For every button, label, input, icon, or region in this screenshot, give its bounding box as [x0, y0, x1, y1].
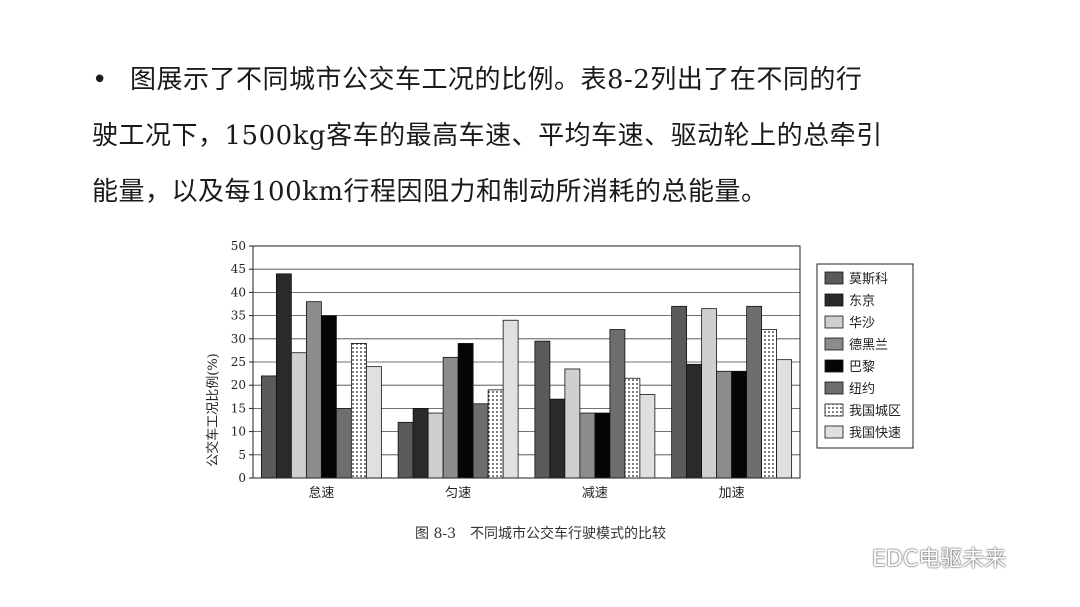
legend-label: 巴黎 — [849, 360, 875, 375]
bar-chart-svg: 0 5 10 15 20 25 30 35 40 45 50 怠速 匀速 减速 加速 莫斯科东京华沙德黑兰巴… — [205, 239, 914, 542]
y-tick-label: 15 — [231, 401, 246, 415]
legend-swatch — [824, 381, 844, 395]
y-tick-label: 35 — [231, 309, 246, 323]
x-tick-label: 加速 — [719, 486, 745, 501]
intro-paragraph: • 图展示了不同城市公交车工况的比例。表8-2列出了在不同的行 驶工况下，150… — [92, 52, 1012, 220]
y-tick-label: 25 — [231, 355, 246, 369]
bar — [549, 398, 566, 479]
axes: 0 5 10 15 20 25 30 35 40 45 50 怠速 匀速 减速 加速 — [231, 239, 801, 501]
y-tick-label: 10 — [231, 425, 246, 439]
bar — [761, 329, 778, 479]
bar — [639, 394, 656, 479]
bar — [579, 412, 596, 479]
bar — [671, 305, 688, 479]
bar — [731, 370, 748, 479]
bar — [275, 273, 292, 479]
bar — [427, 412, 444, 479]
bar — [624, 377, 641, 479]
legend-swatch — [824, 293, 844, 307]
bar-chart: 0 5 10 15 20 25 30 35 40 45 50 怠速 匀速 减速 加速 莫斯科东京华沙德黑兰巴… — [195, 230, 925, 550]
bars — [260, 273, 793, 479]
legend-label: 我国快速 — [849, 426, 901, 441]
bar — [290, 352, 307, 479]
intro-line-3: 能量，以及每100km行程因阻力和制动所消耗的总能量。 — [92, 177, 768, 207]
x-tick-label: 怠速 — [308, 485, 334, 501]
y-tick-label: 40 — [231, 285, 246, 299]
intro-line-2: 驶工况下，1500kg客车的最高车速、平均车速、驱动轮上的总牵引 — [92, 121, 883, 151]
watermark-text: EDC电驱未来 — [872, 547, 1007, 572]
legend-label: 德黑兰 — [849, 338, 888, 353]
intro-line-1-text: 图展示了不同城市公交车工况的比例。表8-2列出了在不同的行 — [130, 65, 863, 95]
bar — [320, 315, 337, 479]
x-tick-label: 减速 — [582, 486, 608, 501]
y-axis-label: 公交车工况比例(%) — [205, 353, 221, 467]
bar — [746, 305, 763, 479]
bar — [350, 343, 367, 479]
legend-label: 莫斯科 — [849, 272, 888, 287]
bar — [564, 368, 581, 479]
watermark: EDC电驱未来 — [836, 540, 1006, 574]
bar — [397, 421, 414, 479]
bar — [335, 407, 352, 479]
bar — [457, 343, 474, 479]
legend-swatch — [824, 315, 844, 329]
wechat-icon — [836, 545, 865, 568]
bar — [776, 359, 793, 479]
bar — [534, 340, 551, 479]
y-tick-label: 30 — [231, 332, 246, 346]
legend-swatch — [824, 359, 844, 373]
bar — [594, 412, 611, 479]
legend-swatch — [824, 337, 844, 351]
legend-box — [816, 263, 914, 449]
y-tick-label: 20 — [231, 378, 246, 392]
bar — [487, 389, 504, 479]
y-tick-label: 50 — [231, 239, 246, 253]
legend-swatch — [824, 403, 844, 417]
plot-frame — [252, 245, 801, 479]
bar — [472, 403, 489, 479]
legend-label: 东京 — [849, 294, 875, 309]
bar — [716, 370, 733, 479]
y-tick-label: 45 — [231, 262, 246, 276]
y-tick-label: 0 — [238, 471, 246, 485]
chart-caption: 图 8-3 不同城市公交车行驶模式的比较 — [415, 525, 666, 542]
bar — [502, 319, 519, 479]
legend-label: 华沙 — [849, 316, 875, 331]
legend-swatch — [824, 425, 844, 439]
bar — [686, 363, 703, 479]
bar — [701, 308, 718, 479]
bullet-dot: • — [92, 65, 108, 95]
intro-line-1: • 图展示了不同城市公交车工况的比例。表8-2列出了在不同的行 — [92, 52, 1012, 108]
bar — [412, 407, 429, 479]
legend-label: 我国城区 — [849, 404, 901, 419]
bar — [442, 356, 459, 479]
bar — [260, 375, 277, 479]
bar — [609, 329, 626, 479]
x-tick-label: 匀速 — [445, 486, 471, 501]
y-tick-label: 5 — [238, 448, 246, 462]
legend-swatch — [824, 271, 844, 285]
bar — [305, 301, 322, 479]
legend-label: 纽约 — [849, 382, 875, 397]
bar — [365, 366, 382, 479]
